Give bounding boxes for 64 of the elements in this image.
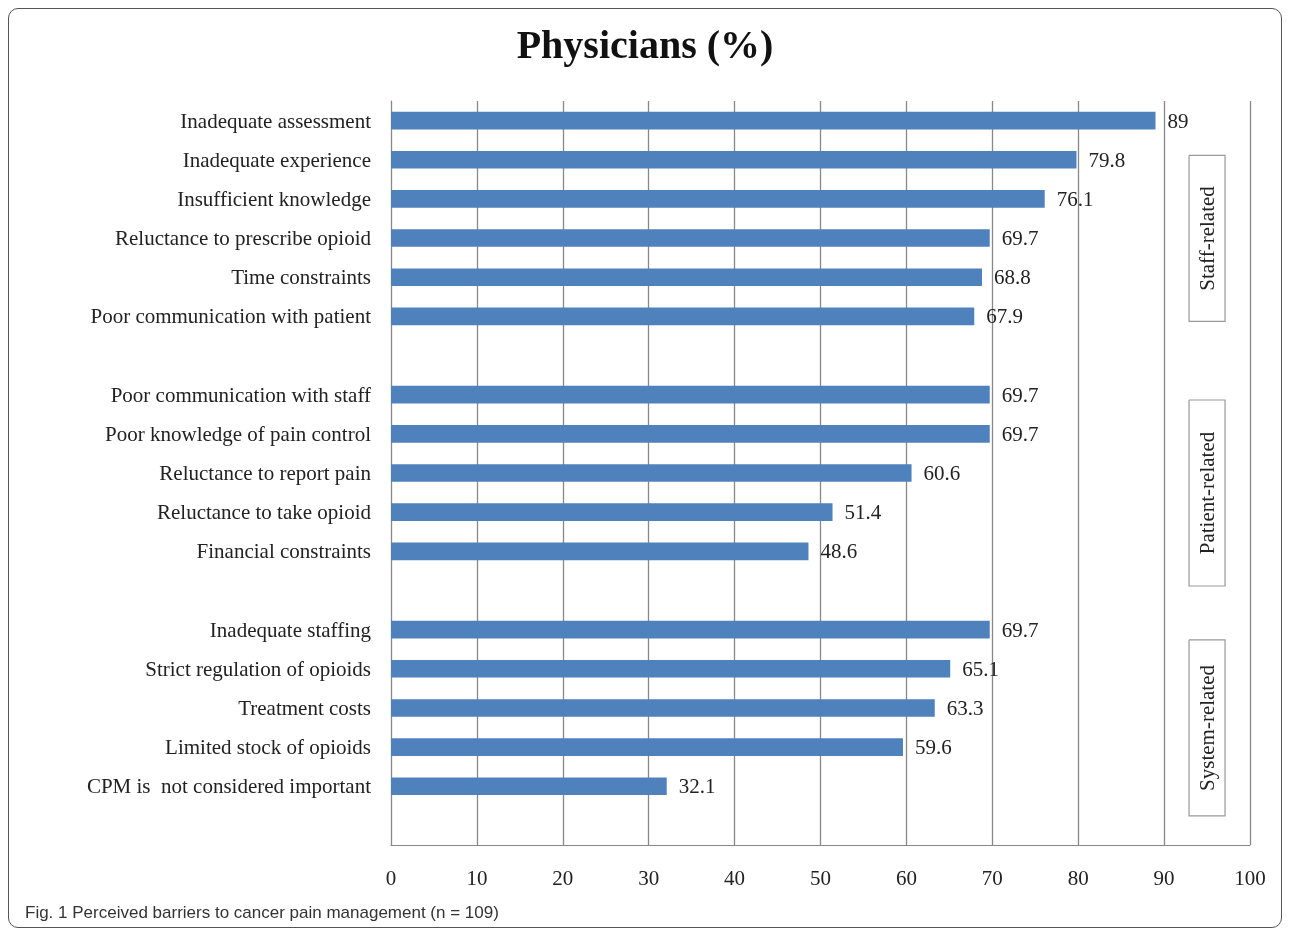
data-label: 60.6	[923, 461, 961, 485]
y-tick-label: Financial constraints	[196, 539, 371, 564]
bar	[391, 503, 833, 521]
data-label: 69.7	[1001, 617, 1039, 642]
bar	[391, 190, 1045, 208]
y-tick-label: Reluctance to prescribe opioid	[115, 226, 372, 251]
data-label: 79.8	[1088, 147, 1126, 172]
bar	[391, 268, 982, 287]
y-tick-label: Reluctance to take opioid	[156, 500, 372, 525]
data-label: 89	[1167, 108, 1189, 133]
bar	[391, 620, 990, 639]
data-label: 63.3	[946, 695, 984, 720]
x-tick-label: 20	[552, 865, 574, 890]
bar	[391, 307, 975, 326]
chart-title: Physicians (%)	[516, 21, 774, 67]
y-tick-label: Reluctance to report pain	[159, 461, 372, 485]
bar	[391, 425, 990, 443]
x-tick-label: 50	[810, 865, 831, 890]
x-tick-label: 90	[1153, 865, 1175, 890]
bar	[391, 659, 951, 678]
data-label: 68.8	[993, 265, 1031, 290]
annotation: Staff-related	[1195, 185, 1220, 291]
x-tick-label: 70	[981, 865, 1003, 890]
data-label: 69.7	[1001, 226, 1039, 251]
x-tick-label: 60	[895, 865, 917, 890]
annotation: System-related	[1195, 664, 1220, 791]
bar	[391, 542, 809, 561]
annotation: Patient-related	[1195, 431, 1220, 555]
data-label: 67.9	[986, 304, 1024, 329]
data-label: 51.4	[844, 500, 882, 525]
y-tick-label: Treatment costs	[238, 695, 371, 720]
data-label: 32.1	[678, 774, 716, 799]
data-label: 59.6	[914, 735, 952, 760]
x-tick-label: 10	[466, 865, 488, 890]
data-label: 69.7	[1001, 421, 1039, 446]
y-tick-label: Poor knowledge of pain control	[105, 421, 372, 446]
data-label: 48.6	[820, 539, 858, 564]
y-tick-label: Inadequate assessment	[180, 108, 372, 133]
bar	[391, 464, 912, 482]
caption: Fig. 1 Perceived barriers to cancer pain management (n = 109)	[25, 903, 499, 922]
y-tick-label: Insufficient knowledge	[177, 186, 371, 211]
y-tick-label: Time constraints	[231, 265, 371, 290]
bar	[391, 150, 1077, 169]
y-tick-label: Limited stock of opioids	[165, 735, 371, 760]
x-tick-label: 30	[638, 865, 660, 890]
data-label: 76.1	[1056, 186, 1094, 211]
y-tick-label: Inadequate experience	[182, 147, 371, 172]
x-tick-label: 40	[724, 865, 746, 890]
bar	[391, 385, 990, 404]
data-label: 65.1	[962, 656, 999, 681]
data-label: 69.7	[1001, 382, 1039, 407]
y-tick-label: Inadequate staffing	[209, 617, 372, 642]
bar	[391, 111, 1156, 130]
x-tick-label: 0	[385, 865, 397, 890]
y-tick-label: Poor communication with staff	[110, 382, 371, 407]
bar	[391, 738, 903, 756]
x-tick-label: 100	[1234, 865, 1266, 890]
y-tick-label: CPM is not considered important	[86, 774, 372, 799]
x-tick-label: 80	[1067, 865, 1089, 890]
bar	[391, 777, 667, 796]
y-tick-label: Poor communication with patient	[90, 304, 372, 329]
bar	[391, 699, 935, 717]
bar	[391, 229, 990, 247]
y-tick-label: Strict regulation of opioids	[145, 656, 371, 681]
